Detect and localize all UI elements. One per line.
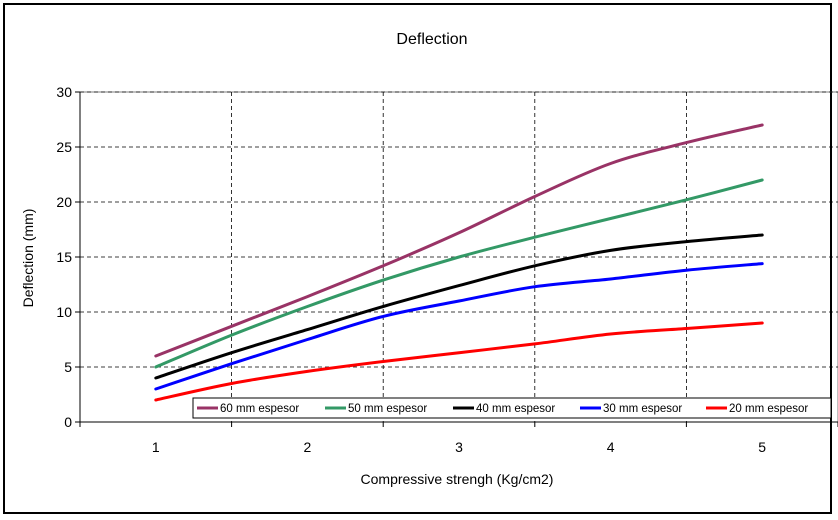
- series-lines: [154, 123, 764, 402]
- x-tick-label: 2: [304, 439, 312, 455]
- y-tick-label: 0: [64, 414, 72, 430]
- x-axis-title: Compressive strengh (Kg/cm2): [361, 471, 554, 487]
- series-line-1: [154, 178, 764, 369]
- x-tick-label: 1: [152, 439, 160, 455]
- y-tick-labels: 0 5 10 15 20 25 30: [56, 84, 80, 430]
- legend-label: 20 mm espesor: [729, 403, 808, 415]
- y-tick-label: 15: [56, 249, 72, 265]
- y-tick-label: 5: [64, 359, 72, 375]
- x-tick-label: 5: [758, 439, 766, 455]
- y-tick-label: 30: [56, 84, 72, 100]
- series-line-2: [154, 233, 764, 380]
- series-line-4: [154, 321, 764, 402]
- series-line-0: [154, 123, 764, 358]
- legend: 60 mm espesor 50 mm espesor 40 mm espesor 3…: [192, 397, 832, 419]
- grid-lines: [80, 91, 838, 422]
- x-tick-label: 4: [607, 439, 615, 455]
- legend-box: [192, 397, 832, 419]
- y-tick-label: 10: [56, 304, 72, 320]
- y-tick-label: 25: [56, 139, 72, 155]
- legend-label: 60 mm espesor: [220, 403, 299, 415]
- x-tick-labels: 1 2 3 4 5: [79, 422, 838, 455]
- chart-frame: [3, 3, 832, 514]
- legend-label: 30 mm espesor: [603, 403, 682, 415]
- y-tick-label: 20: [56, 194, 72, 210]
- legend-label: 50 mm espesor: [348, 403, 427, 415]
- series-line-3: [154, 262, 764, 391]
- legend-label: 40 mm espesor: [476, 403, 555, 415]
- y-axis-title: Deflection (mm): [20, 209, 36, 308]
- x-tick-label: 3: [455, 439, 463, 455]
- chart-title: Deflection: [396, 31, 467, 48]
